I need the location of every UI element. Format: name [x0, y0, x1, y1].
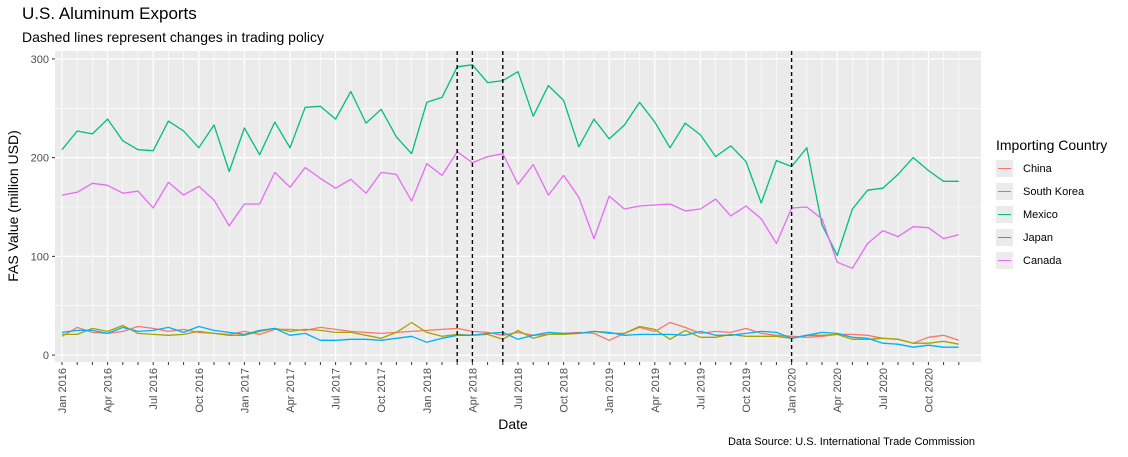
legend-key: [996, 252, 1013, 269]
x-tick-label: Jan 2016: [57, 368, 69, 413]
legend-item-south-korea: South Korea: [996, 180, 1107, 203]
y-axis-label: FAS Value (million USD): [5, 130, 21, 281]
x-tick-label: Apr 2017: [285, 368, 297, 413]
x-tick-label: Apr 2020: [832, 368, 844, 413]
x-tick-label: Apr 2016: [103, 368, 115, 413]
series-line-japan: [61, 325, 959, 348]
legend: Importing Country China South Korea Mexico…: [996, 137, 1107, 272]
legend-key: [996, 206, 1013, 223]
legend-items: China South Korea Mexico Japan Canada: [996, 157, 1107, 272]
legend-key: [996, 183, 1013, 200]
series-line-mexico: [61, 64, 959, 257]
legend-key: [996, 229, 1013, 246]
x-tick-label: Jul 2018: [513, 368, 525, 410]
y-tick-label: 100: [31, 251, 49, 263]
x-tick-label: Oct 2017: [376, 368, 388, 413]
chart-title: U.S. Aluminum Exports: [22, 4, 197, 23]
x-tick-label: Oct 2020: [923, 368, 935, 413]
x-tick-label: Oct 2018: [559, 368, 571, 413]
series-lines: [61, 64, 960, 348]
legend-item-japan: Japan: [996, 226, 1107, 249]
grid-lines: [55, 51, 981, 362]
x-tick-label: Jul 2020: [878, 368, 890, 410]
x-tick-label: Jul 2017: [331, 368, 343, 410]
x-axis-label: Date: [498, 416, 528, 432]
y-axis: 0 100 200 300: [31, 54, 55, 362]
x-tick-label: Oct 2019: [741, 368, 753, 413]
y-tick-label: 300: [31, 54, 49, 66]
x-tick-label: Apr 2019: [650, 368, 662, 413]
y-tick-label: 0: [43, 350, 49, 362]
legend-label: Japan: [1023, 231, 1053, 244]
legend-item-mexico: Mexico: [996, 203, 1107, 226]
series-line-canada: [61, 151, 959, 269]
policy-change-lines: [456, 51, 793, 362]
legend-label: South Korea: [1023, 185, 1085, 198]
legend-label: Mexico: [1023, 208, 1058, 221]
x-tick-label: Oct 2016: [194, 368, 206, 413]
x-tick-label: Jul 2019: [695, 368, 707, 410]
legend-title: Importing Country: [996, 137, 1108, 153]
x-tick-label: Jan 2017: [239, 368, 251, 413]
y-tick-label: 200: [31, 153, 49, 165]
legend-item-canada: Canada: [996, 249, 1107, 272]
legend-label: Canada: [1023, 254, 1062, 267]
chart-subtitle: Dashed lines represent changes in tradin…: [22, 29, 324, 45]
x-axis: Jan 2016 Apr 2016 Jul 2016 Oct 2016 Jan 2017…: [57, 362, 960, 413]
data-source-caption: Data Source: U.S. International Trade Co…: [727, 436, 975, 448]
legend-key: [996, 160, 1013, 177]
legend-item-china: China: [996, 157, 1107, 180]
x-tick-label: Jan 2020: [787, 368, 799, 413]
legend-label: China: [1023, 162, 1052, 175]
x-tick-label: Jan 2018: [422, 368, 434, 413]
x-tick-label: Jul 2016: [148, 368, 160, 410]
x-tick-label: Jan 2019: [604, 368, 616, 413]
x-tick-label: Apr 2018: [467, 368, 479, 413]
